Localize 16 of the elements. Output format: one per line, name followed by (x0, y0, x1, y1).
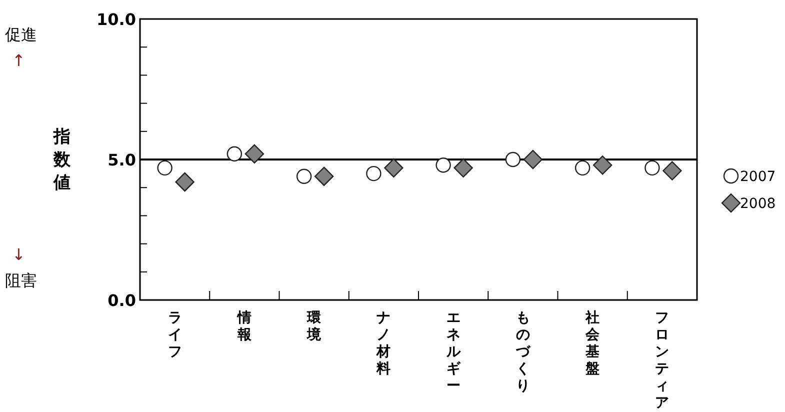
legend-label: 2008 (740, 196, 776, 212)
y-tick-label: 5.0 (108, 150, 136, 170)
x-tick-label: 環境 (306, 310, 322, 343)
x-tick-label: ナノ材料 (376, 310, 391, 377)
x-tick-label: ライフ (168, 310, 182, 360)
x-tick-label: ものづくり (514, 310, 531, 394)
x-tick-label: エネルギー (445, 310, 462, 394)
x-tick-label: 社会基盤 (584, 310, 601, 377)
y-axis-title: 指数値 (52, 127, 72, 193)
text: ↓ 阻害 (5, 245, 37, 290)
text: 促進 ↑ (5, 25, 37, 70)
y-tick-label: 10.0 (96, 10, 136, 29)
x-tick-label: フロンティア (655, 310, 670, 411)
legend-label: 2007 (740, 169, 776, 185)
x-tick-label: 情報 (236, 310, 252, 343)
y-tick-label: 0.0 (108, 291, 136, 310)
